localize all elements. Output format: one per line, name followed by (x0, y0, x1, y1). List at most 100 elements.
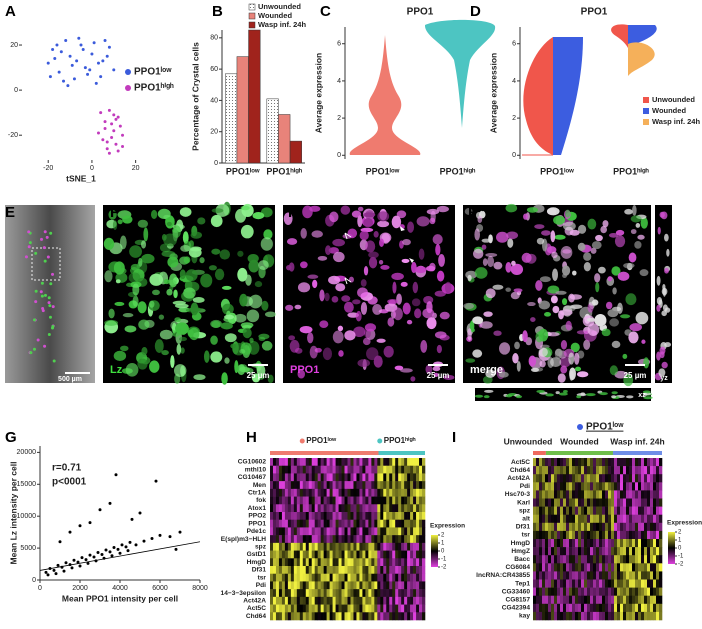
heatmap-cell (270, 527, 274, 536)
heatmap-cell (383, 573, 387, 582)
heatmap-cell (284, 573, 289, 582)
cell (364, 323, 377, 332)
heatmap-cell (278, 573, 283, 582)
heatmap-cell (386, 558, 390, 567)
cell (515, 395, 523, 399)
heatmap-cell (626, 474, 630, 483)
heatmap-cell (422, 558, 426, 567)
heatmap-cell (566, 587, 570, 596)
heatmap-cell (596, 563, 600, 572)
heatmap-cell (635, 482, 639, 491)
point (154, 479, 158, 483)
cell (335, 283, 346, 292)
panel-letter: G (5, 429, 17, 446)
point (64, 561, 68, 565)
heatmap-cell (326, 481, 330, 490)
y-tick-label: 4 (337, 78, 341, 85)
cell (166, 221, 172, 227)
cell (261, 340, 273, 351)
point (114, 117, 118, 121)
heatmap-cell (347, 589, 351, 598)
heatmap-cell (338, 573, 342, 582)
cell (506, 231, 519, 240)
heatmap-cell (578, 539, 582, 548)
gene-label: spz (519, 507, 531, 514)
cell (32, 347, 36, 351)
heatmap-cell (572, 458, 576, 467)
heatmap-cell (287, 558, 292, 567)
heatmap-cell (350, 496, 354, 505)
heatmap-cell (584, 490, 588, 499)
heatmap-cell (383, 458, 387, 467)
point (86, 561, 90, 565)
cell (258, 260, 269, 271)
heatmap-cell (557, 482, 561, 491)
heatmap-cell (626, 482, 630, 491)
heatmap-cell (590, 482, 594, 491)
x-tick-label: PPO1ʰⁱᵍʰ (440, 165, 476, 176)
heatmap-cell (542, 466, 546, 475)
heatmap-cell (632, 466, 636, 475)
heatmap-cell (275, 458, 280, 467)
heatmap-cell (419, 488, 423, 497)
heatmap-cell (365, 589, 369, 598)
cell (137, 301, 147, 314)
heatmap-cell (584, 530, 588, 540)
cell (576, 395, 582, 399)
heatmap-cell (359, 481, 363, 490)
heatmap-cell (341, 481, 345, 490)
heatmap-cell (611, 611, 615, 621)
point (104, 548, 108, 552)
heatmap-cell (539, 506, 543, 515)
heatmap-cell (419, 535, 423, 544)
heatmap-cell (389, 481, 393, 490)
heatmap-cell (377, 566, 381, 575)
cell (429, 262, 436, 272)
cell (348, 276, 354, 283)
heatmap-cell (284, 589, 289, 598)
heatmap-cell (410, 481, 414, 490)
heatmap-cell (281, 504, 286, 513)
heatmap-cell (656, 539, 660, 548)
heatmap-cell (404, 519, 408, 528)
heatmap-cell (419, 596, 423, 605)
heatmap-cell (371, 535, 375, 544)
heatmap-cell (398, 473, 402, 482)
heatmap-cell (410, 527, 414, 536)
cell (426, 317, 437, 330)
heatmap-cell (533, 482, 537, 491)
cell (472, 316, 484, 325)
heatmap-cell (404, 573, 408, 582)
heatmap-cell (362, 542, 366, 551)
heatmap-cell (554, 587, 558, 596)
heatmap-cell (344, 504, 348, 513)
cell (587, 323, 600, 337)
annotation: r=0.71 (52, 463, 82, 474)
heatmap-cell (326, 566, 330, 575)
heatmap-cell (281, 573, 286, 582)
heatmap-cell (311, 550, 316, 559)
heatmap-cell (392, 512, 396, 521)
cell (568, 352, 575, 365)
heatmap-cell (410, 473, 414, 482)
heatmap-cell (338, 512, 342, 521)
cell (378, 259, 384, 265)
heatmap-cell (542, 539, 546, 548)
heatmap-cell (569, 530, 573, 540)
heatmap-cell (563, 490, 567, 499)
heatmap-cell (563, 571, 567, 580)
heatmap-cell (380, 519, 384, 528)
heatmap-cell (419, 512, 423, 521)
heatmap-cell (293, 504, 298, 513)
heatmap-cell (641, 547, 645, 556)
heatmap-cell (413, 512, 417, 521)
point (46, 61, 50, 65)
heatmap-cell (374, 504, 378, 513)
heatmap-cell (548, 587, 552, 596)
heatmap-cell (653, 611, 657, 621)
x-axis-label: tSNE_1 (66, 173, 96, 183)
cell (438, 254, 445, 267)
heatmap-cell (317, 581, 321, 590)
heatmap-cell (650, 514, 654, 524)
heatmap-cell (392, 488, 396, 497)
